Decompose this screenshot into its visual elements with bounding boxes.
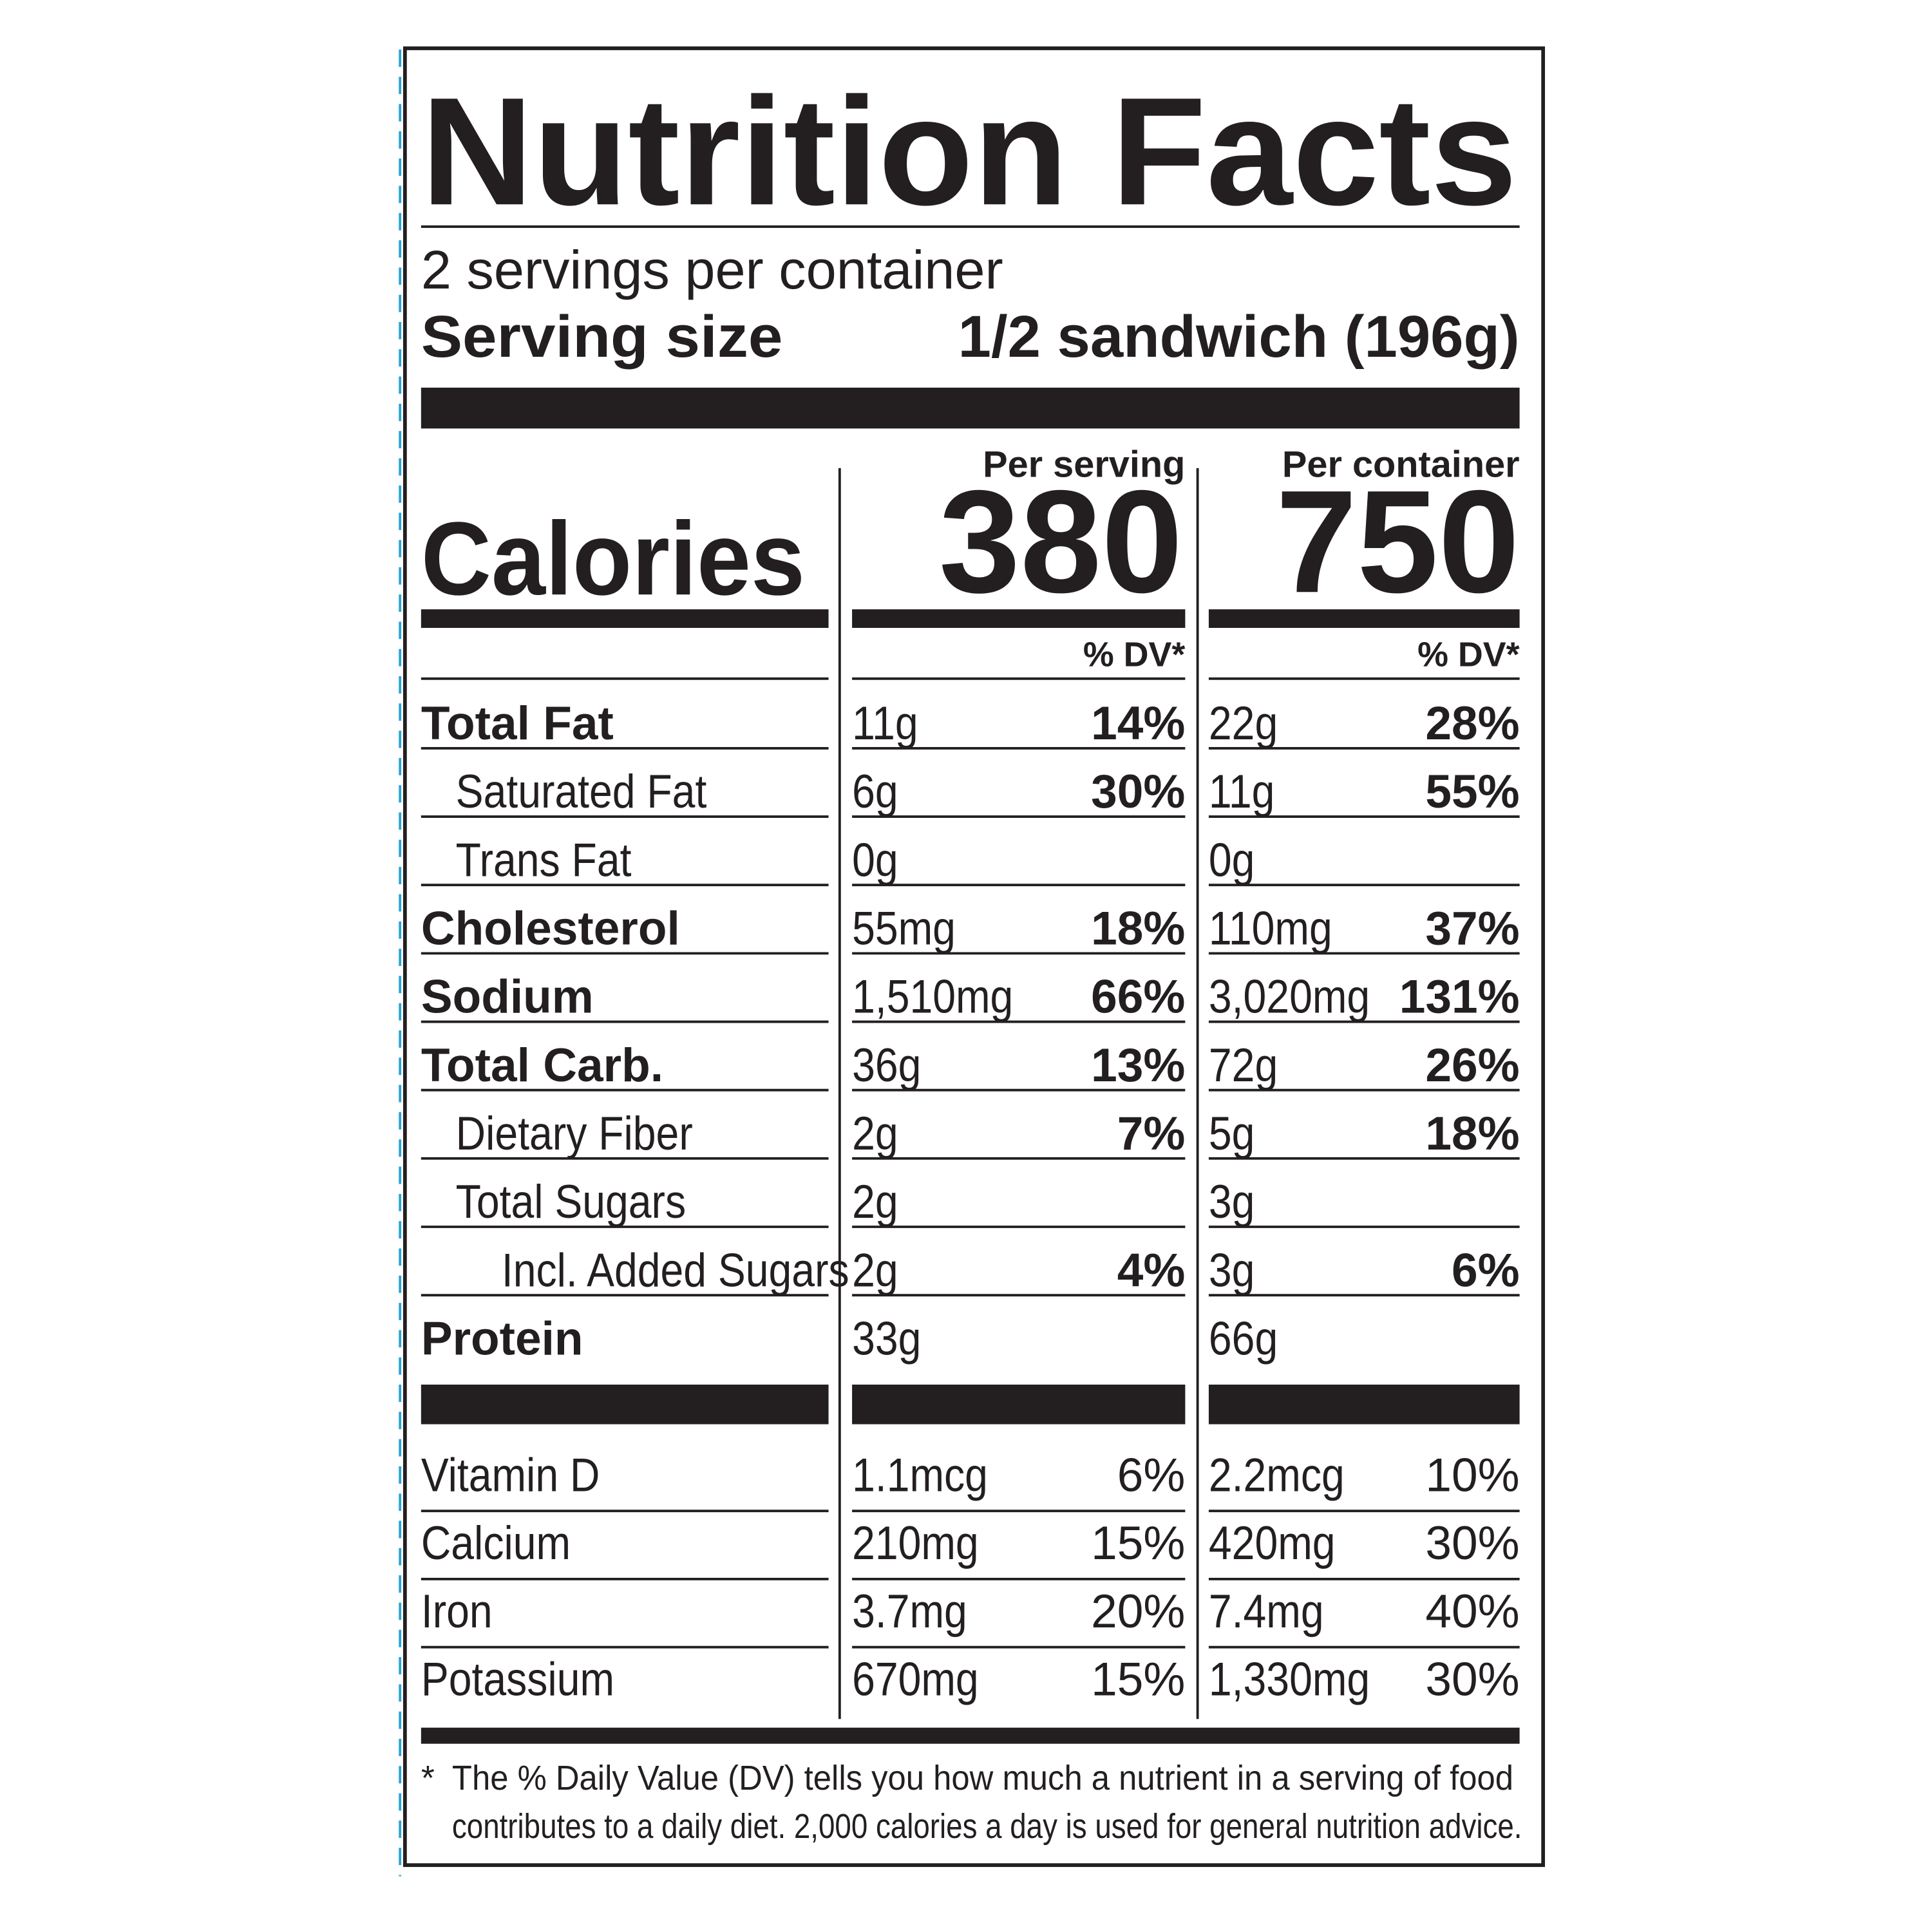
- daily-value: 18%: [1425, 1108, 1519, 1160]
- calories-container: 750: [1276, 460, 1520, 623]
- amount: 2.2mcg: [1209, 1449, 1345, 1502]
- amount: 1,510mg: [852, 971, 1013, 1023]
- nutrient-name: Iron: [421, 1585, 493, 1638]
- daily-value: 30%: [1091, 766, 1185, 818]
- bar: [421, 1385, 829, 1425]
- amount: 11g: [852, 697, 918, 750]
- amount: 72g: [1209, 1039, 1278, 1092]
- amount: 2g: [852, 1175, 898, 1228]
- daily-value: 66%: [1091, 971, 1185, 1023]
- daily-value: 26%: [1425, 1039, 1519, 1092]
- nutrient-name: Dietary Fiber: [456, 1107, 693, 1160]
- daily-value: 28%: [1425, 697, 1519, 750]
- bar: [1208, 1385, 1520, 1425]
- amount: 22g: [1209, 697, 1278, 750]
- nutrient-name: Cholesterol: [421, 903, 680, 955]
- thick-bar: [421, 387, 1520, 429]
- amount: 66g: [1209, 1312, 1278, 1365]
- daily-value: 7%: [1117, 1108, 1186, 1160]
- serving-size-label: Serving size: [421, 303, 783, 370]
- amount: 3.7mg: [852, 1585, 967, 1638]
- daily-value: 18%: [1091, 903, 1185, 955]
- nutrient-name: Total Fat: [421, 697, 614, 750]
- dv-header: % DV*: [1083, 636, 1186, 674]
- bar: [421, 1727, 1520, 1744]
- daily-value: 4%: [1117, 1244, 1186, 1296]
- daily-value: 13%: [1091, 1039, 1185, 1092]
- daily-value: 131%: [1399, 971, 1520, 1023]
- nutrient-name: Sodium: [421, 971, 594, 1023]
- daily-value: 37%: [1425, 903, 1519, 955]
- daily-value: 6%: [1452, 1244, 1520, 1296]
- amount: 1,330mg: [1209, 1653, 1370, 1706]
- amount: 6g: [852, 765, 898, 818]
- amount: 210mg: [852, 1517, 979, 1569]
- amount: 2g: [852, 1244, 898, 1296]
- column-header: Per container: [1282, 444, 1520, 485]
- nutrient-name: Calcium: [421, 1517, 571, 1569]
- daily-value: 30%: [1425, 1517, 1519, 1569]
- amount: 11g: [1209, 765, 1275, 818]
- footnote: contributes to a daily diet. 2,000 calor…: [452, 1807, 1522, 1846]
- amount: 0g: [1209, 834, 1255, 887]
- daily-value: 55%: [1425, 766, 1519, 818]
- servings: 2 servings per container: [421, 239, 1003, 300]
- amount: 1.1mcg: [852, 1449, 988, 1502]
- daily-value: 14%: [1091, 697, 1185, 750]
- nutrient-name: Saturated Fat: [456, 765, 707, 818]
- daily-value: 15%: [1091, 1654, 1185, 1706]
- nutrient-name: Vitamin D: [421, 1449, 600, 1502]
- amount: 5g: [1209, 1107, 1255, 1160]
- amount: 2g: [852, 1107, 898, 1160]
- amount: 670mg: [852, 1653, 979, 1706]
- daily-value: 10%: [1425, 1449, 1519, 1501]
- amount: 3g: [1209, 1175, 1255, 1228]
- amount: 36g: [852, 1039, 921, 1092]
- bar: [421, 609, 829, 628]
- nutrient-name: Incl. Added Sugars: [502, 1244, 849, 1296]
- amount: 420mg: [1209, 1517, 1336, 1569]
- amount: 7.4mg: [1209, 1585, 1324, 1638]
- footnote: The % Daily Value (DV) tells you how muc…: [452, 1759, 1513, 1797]
- daily-value: 20%: [1091, 1586, 1185, 1638]
- amount: 3g: [1209, 1244, 1255, 1296]
- amount: 55mg: [852, 902, 956, 955]
- dv-header: % DV*: [1417, 636, 1520, 674]
- daily-value: 6%: [1117, 1449, 1186, 1501]
- label-border: [402, 46, 1546, 1868]
- calories-serving: 380: [939, 460, 1183, 623]
- amount: 0g: [852, 834, 898, 887]
- daily-value: 30%: [1425, 1654, 1519, 1706]
- nutrient-name: Total Carb.: [421, 1039, 663, 1092]
- serving-size-value: 1/2 sandwich (196g): [958, 303, 1520, 370]
- nutrient-name: Total Sugars: [456, 1175, 686, 1228]
- calories-label: Calories: [421, 501, 805, 617]
- column-header: Per serving: [983, 444, 1185, 485]
- bar: [1208, 609, 1520, 628]
- amount: 110mg: [1209, 902, 1332, 955]
- amount: 3,020mg: [1209, 971, 1370, 1023]
- amount: 33g: [852, 1312, 921, 1365]
- nutrient-name: Potassium: [421, 1653, 614, 1706]
- daily-value: 15%: [1091, 1517, 1185, 1569]
- bar: [852, 1385, 1186, 1425]
- nutrient-name: Protein: [421, 1312, 583, 1365]
- bar: [852, 609, 1186, 628]
- nutrient-name: Trans Fat: [456, 834, 632, 887]
- footnote-mark: *: [421, 1759, 435, 1797]
- daily-value: 40%: [1425, 1586, 1519, 1638]
- title: Nutrition Facts: [421, 65, 1517, 237]
